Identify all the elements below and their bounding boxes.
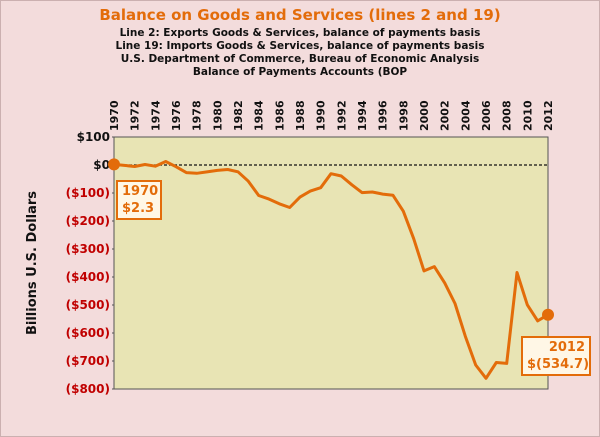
y-tick-label: ($400) [66,270,110,284]
x-tick-label: 1996 [377,100,390,131]
x-tick-label: 2002 [439,100,452,131]
x-tick-label: 2000 [418,100,431,131]
y-tick-label: ($700) [66,354,110,368]
chart-subtitle-line-3: U.S. Department of Commerce, Bureau of E… [120,53,480,65]
y-tick-label: $0 [93,158,110,172]
y-tick-label: $100 [77,130,110,144]
chart-subtitle-line-1: Line 2: Exports Goods & Services, balanc… [119,27,481,39]
annotation-2012-year: 2012 [548,340,585,355]
y-tick-label: ($200) [66,214,110,228]
annotation-2012: 2012 $(534.7) [521,336,591,376]
annotation-2012-value: $(534.7) [527,357,590,372]
annotation-1970-year: 1970 [122,184,159,199]
y-axis-title: Billions U.S. Dollars [25,191,40,335]
x-tick-label: 1978 [191,100,204,131]
annotation-1970: 1970 $2.3 [116,180,162,220]
y-tick-label: ($600) [66,326,110,340]
x-tick-label: 1992 [335,100,348,131]
x-tick-label: 1990 [315,100,328,131]
annotation-marker [108,158,120,171]
x-tick-label: 1976 [170,100,183,131]
plot-area [113,136,549,390]
x-tick-label: 1970 [108,100,121,131]
y-tick-label: ($800) [66,382,110,396]
y-tick-label: ($500) [66,298,110,312]
chart-subtitle-line-4: Balance of Payments Accounts (BOP [192,66,408,78]
x-tick-label: 1988 [294,100,307,131]
x-tick-label: 1986 [273,100,286,131]
x-tick-label: 2006 [480,100,493,131]
x-tick-label: 1998 [397,100,410,131]
x-tick-label: 2010 [521,100,534,131]
x-tick-label: 2012 [542,100,555,131]
chart-title: Balance on Goods and Services (lines 2 a… [99,6,501,24]
y-tick-label: ($100) [66,186,110,200]
annotation-marker [542,308,554,321]
y-tick-label: ($300) [66,242,110,256]
chart-subtitle-line-2: Line 19: Imports Goods & Services, balan… [115,40,485,52]
annotation-1970-value: $2.3 [122,201,155,216]
x-tick-label: 1994 [356,100,369,131]
x-tick-label: 1982 [232,100,245,131]
x-tick-label: 1984 [253,100,266,131]
x-tick-label: 1972 [129,100,142,131]
x-tick-label: 1974 [149,100,162,131]
x-tick-label: 2004 [459,100,472,131]
x-tick-label: 1980 [211,100,224,131]
x-tick-label: 2008 [501,100,514,131]
